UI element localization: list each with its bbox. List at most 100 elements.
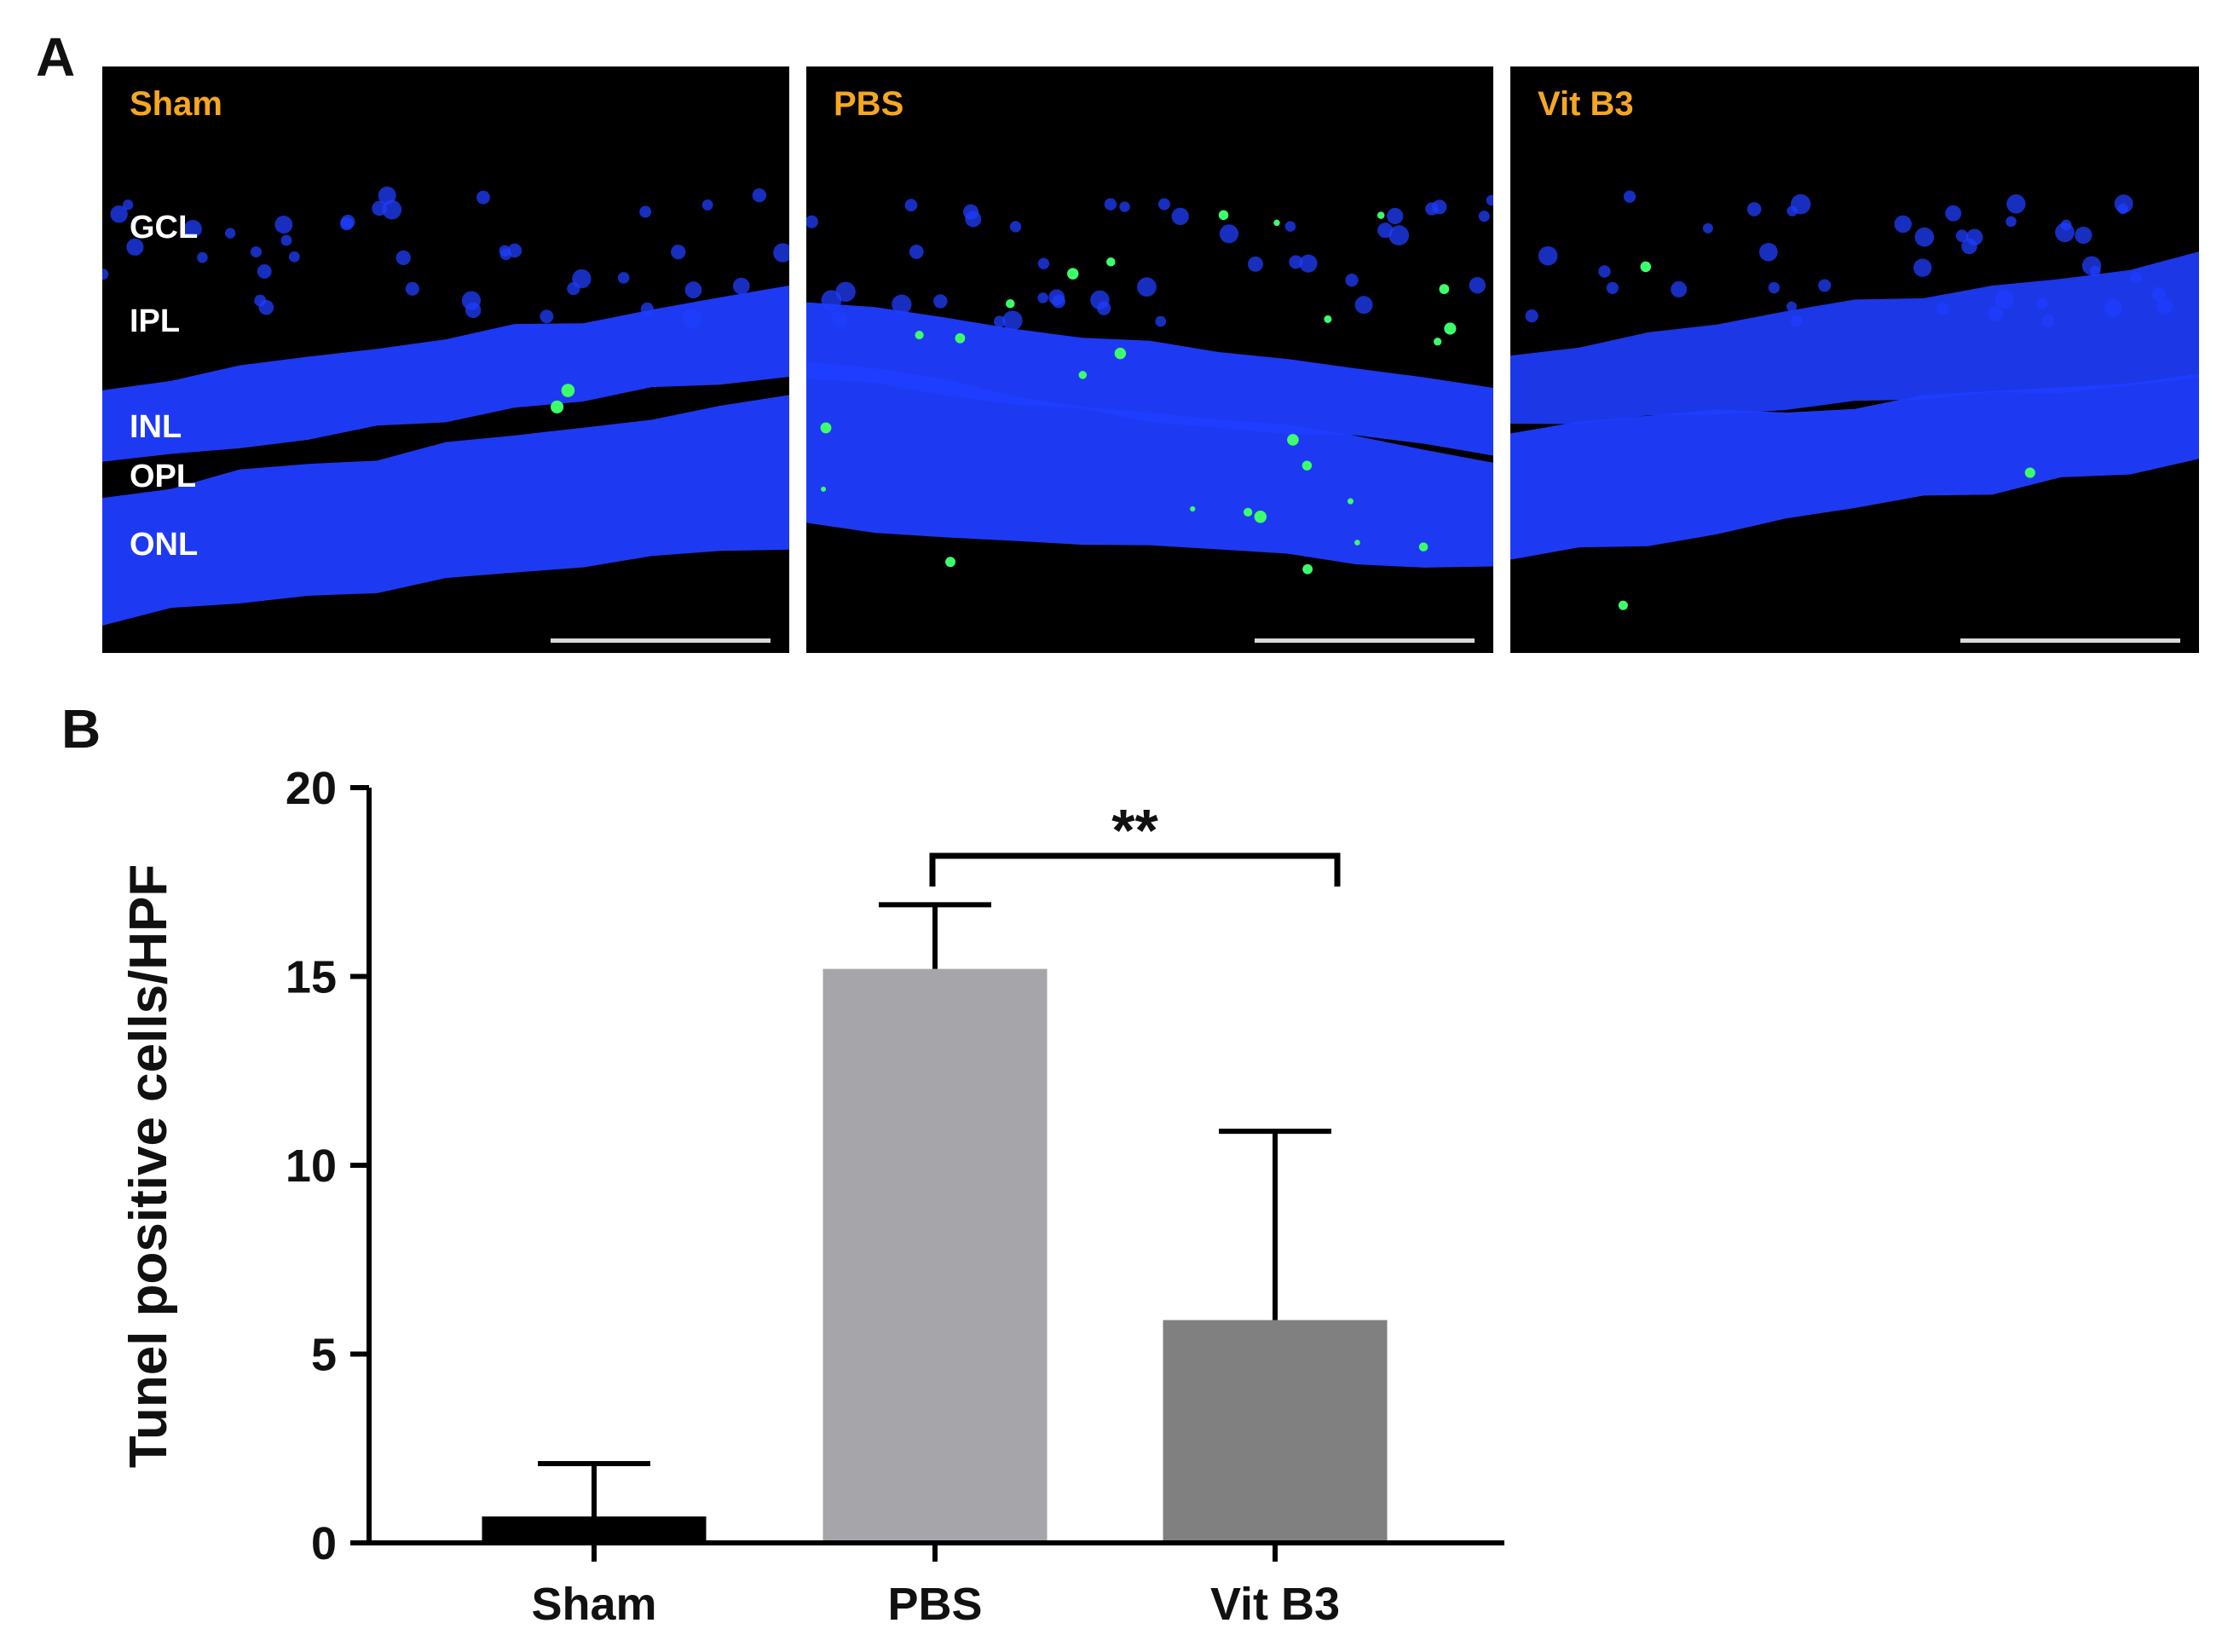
tunel-positive-cell: [1244, 507, 1253, 517]
ganglion-nucleus: [830, 311, 847, 328]
ganglion-nucleus: [1478, 211, 1490, 222]
ganglion-nucleus: [465, 302, 482, 319]
ganglion-nucleus: [1786, 301, 1797, 312]
ganglion-nucleus: [257, 264, 272, 279]
tunel-positive-cell: [821, 486, 827, 492]
ganglion-nucleus: [1768, 281, 1780, 294]
tunel-positive-cell: [1640, 261, 1652, 273]
tunel-positive-cell: [1190, 505, 1196, 512]
ganglion-nucleus: [1009, 221, 1022, 233]
ganglion-nucleus: [671, 244, 686, 260]
scale-bar: [551, 638, 771, 643]
tunel-positive-cell: [955, 332, 966, 344]
ganglion-nucleus: [1894, 215, 1912, 234]
chart-bars: [482, 902, 1388, 1543]
ganglion-nucleus: [1623, 190, 1636, 203]
x-tick-label: PBS: [887, 1579, 982, 1630]
micrograph-vitb3: Vit B3: [1510, 66, 2199, 653]
bar-vit-b3: [1163, 1320, 1388, 1543]
ganglion-nucleus: [1171, 207, 1189, 225]
nuclear-layer: [102, 395, 789, 626]
significance-line: [929, 852, 1341, 887]
ganglion-nucleus: [405, 281, 419, 296]
tunel-positive-cell: [1347, 498, 1354, 505]
tunel-positive-cell: [1218, 210, 1229, 221]
ganglion-nucleus: [250, 246, 262, 258]
tunel-positive-cell: [915, 331, 924, 340]
tunel-positive-cell: [1006, 298, 1015, 309]
ganglion-nucleus: [476, 190, 490, 205]
tunel-positive-cell: [1273, 219, 1280, 227]
ganglion-nucleus: [682, 308, 702, 328]
ganglion-nucleus: [684, 281, 702, 298]
ganglion-nucleus: [1432, 199, 1447, 215]
micrograph-label: Sham: [130, 85, 222, 123]
tunel-positive-cell: [1324, 315, 1332, 323]
ganglion-nucleus: [254, 294, 267, 307]
ganglion-nucleus: [395, 250, 411, 265]
ganglion-nucleus: [572, 269, 592, 289]
y-axis-label: Tunel positive cells/HPF: [119, 864, 178, 1469]
ganglion-nucleus: [1945, 205, 1962, 222]
ganglion-nucleus: [110, 205, 128, 223]
tunel-positive-cell: [945, 557, 955, 568]
ganglion-nucleus: [2036, 297, 2048, 309]
ganglion-nucleus: [1955, 229, 1969, 242]
tunel-positive-cell: [551, 400, 564, 413]
x-tick-label: Sham: [531, 1579, 656, 1630]
ganglion-nucleus: [639, 205, 652, 218]
ganglion-nucleus: [2081, 256, 2102, 275]
ganglion-nucleus: [382, 199, 402, 220]
y-tick-label: 15: [286, 952, 337, 1003]
ganglion-nucleus: [1790, 315, 1803, 327]
ganglion-nucleus: [280, 234, 292, 246]
layer-label-ipl: IPL: [130, 303, 181, 339]
ganglion-nucleus: [1002, 310, 1023, 331]
tunel-positive-cell: [1434, 338, 1442, 346]
ganglion-nucleus: [904, 199, 918, 211]
ganglion-nucleus: [274, 216, 293, 234]
ganglion-nucleus: [1345, 274, 1359, 287]
ganglion-nucleus: [806, 215, 818, 228]
nuclear-layer: [806, 361, 1493, 568]
chart-axes: 0 5 10 15 20 Sham PBS Vit B3: [286, 763, 1504, 1630]
ganglion-nucleus: [1671, 280, 1688, 297]
tunel-positive-cell: [1106, 257, 1116, 267]
ganglion-nucleus: [197, 251, 208, 263]
ganglion-nucleus: [2156, 297, 2173, 315]
significance-label: **: [1111, 797, 1158, 864]
micrograph-label: Vit B3: [1538, 85, 1634, 123]
ganglion-nucleus: [339, 217, 354, 231]
ganglion-nucleus: [617, 272, 630, 284]
ganglion-nucleus: [378, 186, 396, 205]
tunel-positive-cell: [2024, 467, 2035, 478]
scale-bar: [1960, 638, 2180, 643]
tunel-positive-cell: [1354, 540, 1360, 546]
tissue-layers: [102, 186, 789, 626]
micrograph-label: PBS: [834, 85, 904, 123]
ganglion-nucleus: [909, 244, 924, 259]
ganglion-nucleus: [1758, 242, 1778, 262]
ganglion-nucleus: [993, 315, 1006, 327]
y-tick-label: 5: [311, 1330, 337, 1381]
ganglion-nucleus: [2151, 286, 2166, 302]
ganglion-nucleus: [1387, 207, 1404, 225]
ganglion-nucleus: [821, 290, 842, 311]
layer-label-inl: INL: [130, 409, 182, 445]
tunel-positive-cell: [1078, 371, 1088, 379]
tissue-layers: [1510, 190, 2199, 610]
ganglion-nucleus: [773, 243, 789, 263]
ganglion-nucleus: [1525, 309, 1538, 323]
micrograph-sham-tissue: [102, 186, 789, 626]
tunel-positive-cell: [1067, 268, 1079, 280]
ganglion-nucleus: [1538, 245, 1558, 266]
panel-a-letter: A: [36, 26, 76, 88]
ganglion-nucleus: [1702, 222, 1713, 234]
nuclear-layer: [102, 285, 789, 462]
ganglion-nucleus: [1790, 194, 1811, 215]
y-tick-label: 10: [286, 1141, 337, 1192]
ganglion-nucleus: [1746, 202, 1762, 217]
ganglion-nucleus: [1988, 306, 2003, 321]
ganglion-nucleus: [1037, 292, 1048, 303]
ganglion-nucleus: [1155, 315, 1167, 327]
